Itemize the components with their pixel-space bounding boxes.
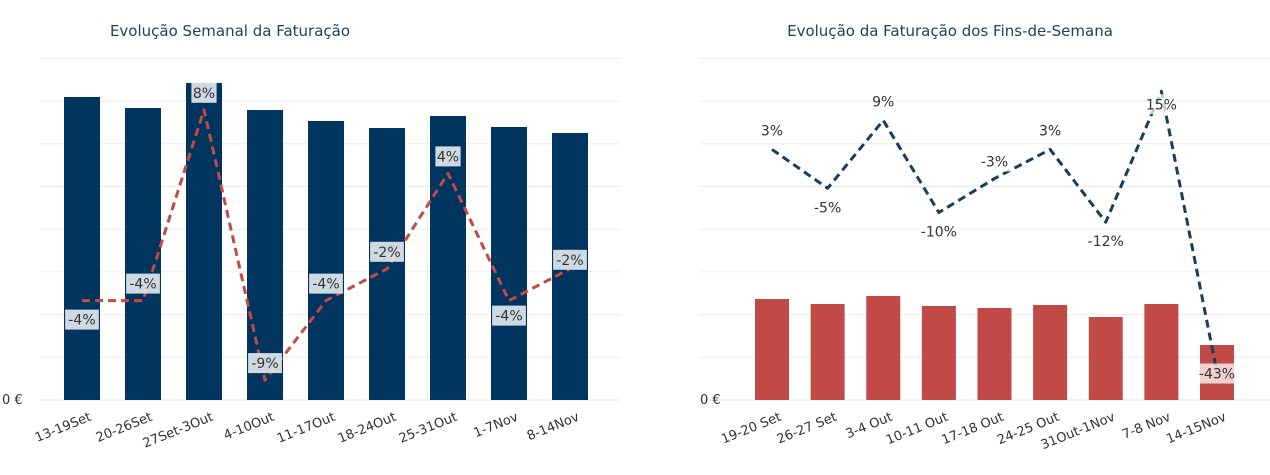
data-label-bg (65, 309, 99, 330)
x-tick-label: 19-20 Set (719, 410, 783, 448)
bar (977, 308, 1012, 400)
x-tick-label: 8-14Nov (525, 410, 582, 445)
bar (491, 127, 527, 400)
data-label-bg (1195, 363, 1239, 384)
data-label-bg (126, 273, 160, 294)
x-tick-label: 4-10Out (222, 410, 277, 444)
data-label: -2% (373, 245, 400, 261)
y-axis-zero-label: 0 € (700, 393, 721, 408)
x-tick-label: 1-7Nov (472, 410, 521, 441)
data-label: -5% (814, 200, 841, 216)
x-tick-label: 27Set-3Out (141, 410, 216, 452)
data-label: -43% (1199, 367, 1235, 383)
bar (369, 128, 405, 400)
data-label-bg (370, 241, 404, 262)
x-tick-label: 14-15Nov (1164, 410, 1228, 448)
bar (186, 83, 222, 400)
data-label: -10% (921, 225, 957, 241)
bar (1144, 304, 1179, 400)
chart-title: Evolução Semanal da Faturação (109, 22, 351, 40)
x-tick-label: 10-11 Out (884, 410, 950, 448)
data-label: 15% (1146, 97, 1177, 113)
data-label: -2% (556, 253, 583, 269)
bar (308, 121, 344, 400)
data-label-bg (810, 197, 845, 218)
y-axis-zero-label: 0 € (2, 393, 23, 408)
data-label: -4% (68, 313, 95, 329)
x-tick-label: 13-19Set (33, 410, 93, 446)
x-tick-label: 11-17Out (275, 410, 337, 447)
x-tick-label: 26-27 Set (775, 410, 839, 448)
x-tick-label: 17-18 Out (940, 410, 1006, 448)
bar (247, 110, 283, 400)
data-label: -3% (981, 155, 1008, 171)
chart-title: Evolução da Faturação dos Fins-de-Semana (787, 22, 1113, 40)
bar (64, 97, 100, 400)
x-tick-label: 25-31Out (397, 410, 459, 447)
data-label-bg (191, 82, 217, 103)
data-label-bg (1037, 120, 1063, 141)
data-label: 3% (1039, 123, 1061, 139)
series-line (771, 89, 1219, 373)
data-label-bg (553, 249, 587, 270)
data-label-bg (1084, 231, 1127, 252)
data-label: 8% (193, 86, 215, 102)
data-label: 9% (872, 94, 894, 110)
data-label: -9% (251, 356, 278, 372)
data-label: -4% (312, 277, 339, 293)
bar (1033, 305, 1068, 400)
data-label-bg (917, 221, 961, 242)
bar (1088, 317, 1123, 400)
data-label-bg (435, 146, 461, 167)
data-label-bg (248, 353, 282, 374)
bar (810, 304, 845, 400)
data-label-bg (309, 273, 343, 294)
weekend-revenue-chart: Evolução da Faturação dos Fins-de-Semana… (640, 0, 1270, 475)
data-label-bg (870, 91, 896, 112)
data-label: 3% (761, 123, 783, 139)
data-label: -12% (1088, 234, 1124, 250)
bar (921, 306, 956, 400)
series-line (82, 108, 571, 382)
bar (125, 108, 161, 400)
weekly-revenue-chart: Evolução Semanal da Faturação 0 € 13-19Se… (0, 0, 620, 475)
data-label-bg (492, 305, 526, 326)
data-label: -4% (129, 277, 156, 293)
data-label-bg (759, 120, 785, 141)
bar (866, 296, 901, 400)
x-tick-label: 18-24Out (336, 410, 398, 447)
data-label: -4% (495, 309, 522, 325)
data-label-bg (977, 151, 1012, 172)
data-label-bg (1144, 94, 1179, 115)
bar (755, 299, 789, 400)
data-label: 4% (437, 149, 459, 165)
